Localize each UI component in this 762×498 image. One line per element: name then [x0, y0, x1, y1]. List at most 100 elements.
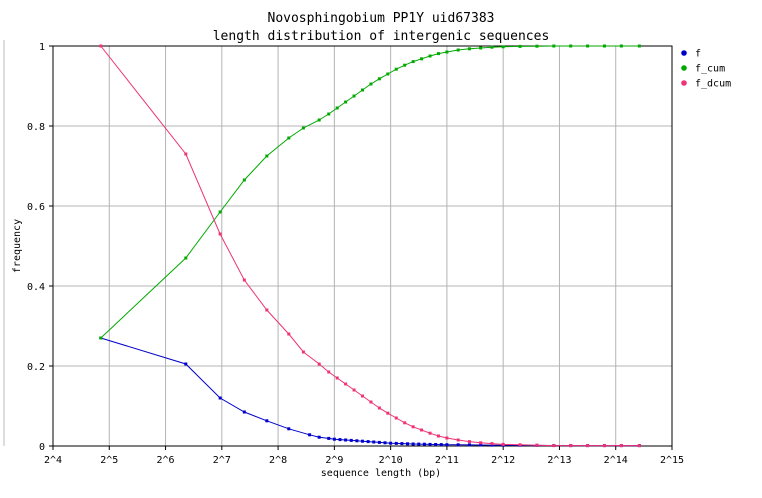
x-tick-label: 2^12 [491, 455, 515, 466]
data-point-f-cum [552, 44, 556, 48]
data-point-f [317, 435, 321, 439]
x-tick-label: 2^5 [100, 455, 118, 466]
data-point-f-dcum [467, 440, 471, 444]
data-point-f [308, 433, 312, 437]
legend-marker-f-cum [681, 65, 687, 71]
data-point-f-cum [301, 126, 305, 130]
data-point-f [338, 438, 342, 442]
data-point-f-dcum [490, 442, 494, 446]
data-point-f [355, 439, 359, 443]
data-point-f-cum [265, 154, 269, 158]
data-point-f [349, 438, 353, 442]
data-point-f-cum [637, 44, 641, 48]
data-point-f-cum [218, 210, 222, 214]
data-point-f [456, 443, 460, 447]
data-point-f-cum [403, 63, 407, 67]
data-point-f-dcum [369, 400, 373, 404]
data-point-f-dcum [352, 388, 356, 392]
data-point-f-cum [479, 46, 483, 50]
data-point-f-cum [490, 45, 494, 49]
data-point-f [467, 443, 471, 447]
data-point-f-dcum [456, 438, 460, 442]
x-tick-label: 2^13 [547, 455, 571, 466]
data-point-f-cum [287, 136, 291, 140]
data-point-f [417, 442, 421, 446]
data-point-f-dcum [386, 411, 390, 415]
data-point-f-cum [99, 336, 103, 340]
data-point-f-cum [586, 44, 590, 48]
data-point-f-cum [335, 106, 339, 110]
data-point-f-dcum [377, 406, 381, 410]
x-tick-label: 2^9 [325, 455, 343, 466]
y-tick-label: 0.8 [27, 122, 45, 133]
y-axis-ticks: 0 0.2 0.4 0.6 0.8 1 [27, 42, 53, 453]
data-point-f-dcum [569, 444, 573, 448]
data-point-f-cum [377, 77, 381, 81]
data-point-f [428, 442, 432, 446]
data-point-f [361, 439, 364, 443]
data-point-f-dcum [287, 332, 291, 336]
data-point-f [332, 437, 336, 441]
data-point-f [394, 441, 398, 445]
data-point-f-dcum [265, 308, 269, 312]
data-point-f [184, 362, 188, 366]
data-point-f-cum [386, 72, 390, 76]
data-point-f-dcum [602, 444, 606, 448]
data-point-f-dcum [518, 443, 522, 447]
y-tick-label: 1 [39, 42, 45, 53]
x-tick-label: 2^4 [44, 455, 62, 466]
data-point-f-cum [420, 57, 424, 61]
data-point-f-dcum [552, 444, 556, 448]
data-point-f-dcum [184, 152, 188, 156]
data-point-f-dcum [335, 376, 339, 380]
data-point-f-cum [411, 60, 415, 64]
data-point-f-dcum [637, 444, 641, 448]
chart-subtitle: length distribution of intergenic sequen… [213, 29, 550, 44]
data-point-f [218, 396, 222, 400]
data-point-f-cum [602, 44, 606, 48]
x-axis-ticks: 2^4 2^5 2^6 2^7 2^8 2^9 2^10 2^11 2^12 2^13 2^14 2^… [44, 446, 684, 466]
legend-label-f-cum: f_cum [695, 64, 725, 75]
data-point-f [411, 442, 415, 446]
legend-marker-f-dcum [681, 80, 687, 86]
data-point-f-cum [242, 178, 246, 182]
data-point-f-dcum [99, 44, 103, 48]
data-point-f [366, 440, 370, 444]
data-point-f-dcum [344, 382, 348, 386]
data-point-f-cum [369, 82, 373, 86]
data-point-f-dcum [586, 444, 590, 448]
data-point-f-dcum [317, 362, 321, 366]
data-point-f-cum [428, 54, 432, 58]
data-point-f-dcum [445, 436, 449, 440]
data-point-f [439, 443, 443, 447]
data-point-f-dcum [301, 350, 305, 354]
legend-marker-f [681, 50, 687, 56]
data-point-f-dcum [619, 444, 623, 448]
data-point-f-dcum [394, 416, 398, 420]
data-point-f-dcum [327, 370, 331, 374]
data-point-f-dcum [403, 421, 407, 425]
chart-title: Novosphingobium PP1Y uid67383 [268, 11, 495, 26]
data-point-f-cum [535, 44, 539, 48]
series-line-f-cum [100, 45, 640, 339]
data-point-f [327, 436, 331, 440]
x-tick-label: 2^11 [435, 455, 459, 466]
data-point-f-cum [456, 48, 460, 52]
data-point-f-cum [467, 47, 471, 51]
x-tick-label: 2^14 [604, 455, 628, 466]
data-point-f-cum [327, 112, 331, 116]
data-point-f-dcum [428, 431, 432, 435]
x-axis-label: sequence length (bp) [321, 468, 441, 479]
data-point-f [287, 427, 291, 431]
data-point-f [344, 438, 348, 442]
data-point-f-cum [569, 44, 573, 48]
data-point-f [422, 442, 426, 446]
series-group [99, 44, 641, 448]
legend-label-f-dcum: f_dcum [695, 79, 731, 90]
data-point-f [479, 443, 483, 447]
data-point-f [434, 442, 438, 446]
legend-label-f: f [695, 49, 701, 60]
y-tick-label: 0 [39, 442, 45, 453]
data-point-f-dcum [535, 443, 539, 447]
x-tick-label: 2^6 [157, 455, 175, 466]
